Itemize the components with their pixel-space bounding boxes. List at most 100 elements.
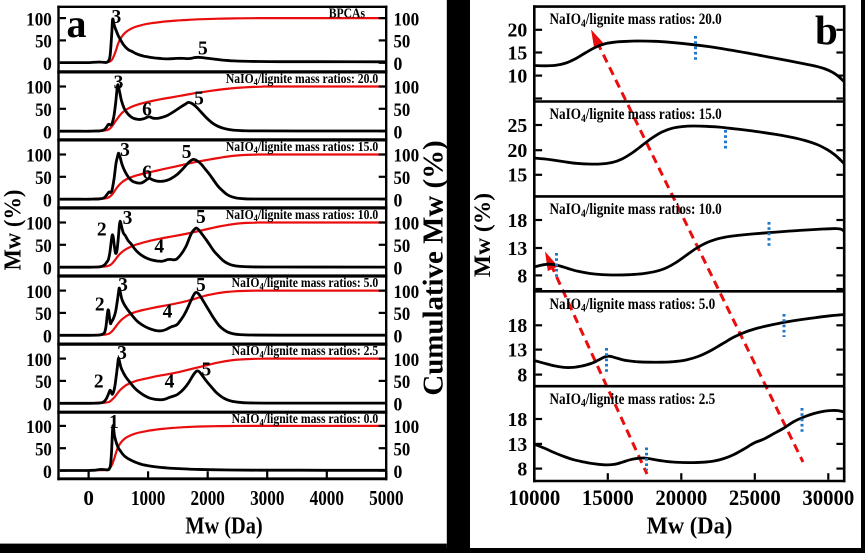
svg-text:0: 0 <box>394 54 403 75</box>
svg-text:30000: 30000 <box>802 485 854 510</box>
svg-text:0: 0 <box>43 461 52 482</box>
svg-text:0: 0 <box>394 122 403 143</box>
svg-text:0: 0 <box>43 122 52 143</box>
svg-text:100: 100 <box>394 145 420 166</box>
svg-text:0: 0 <box>394 258 403 279</box>
svg-text:NaIO4/lignite mass ratios: 15.: NaIO4/lignite mass ratios: 15.0 <box>550 106 722 125</box>
svg-text:3: 3 <box>118 275 128 296</box>
svg-text:4000: 4000 <box>310 487 344 510</box>
svg-text:3: 3 <box>114 73 124 94</box>
svg-text:50: 50 <box>35 303 52 324</box>
svg-text:NaIO4/lignite mass ratios: 5.0: NaIO4/lignite mass ratios: 5.0 <box>232 275 379 291</box>
svg-text:5: 5 <box>196 207 206 228</box>
svg-text:3: 3 <box>117 343 127 364</box>
svg-text:0: 0 <box>43 190 52 211</box>
svg-text:4: 4 <box>165 372 175 393</box>
svg-text:100: 100 <box>394 213 420 234</box>
svg-text:50: 50 <box>35 167 52 188</box>
svg-text:3: 3 <box>112 7 122 28</box>
svg-text:3: 3 <box>123 208 133 229</box>
svg-text:0: 0 <box>394 190 403 211</box>
svg-text:100: 100 <box>26 9 52 30</box>
svg-text:0: 0 <box>43 258 52 279</box>
svg-text:5000: 5000 <box>369 487 403 510</box>
svg-text:20: 20 <box>508 140 528 162</box>
svg-text:0: 0 <box>83 486 94 510</box>
svg-text:10: 10 <box>508 65 528 87</box>
svg-text:5: 5 <box>202 359 212 380</box>
svg-text:a: a <box>67 1 87 46</box>
svg-text:100: 100 <box>394 9 420 30</box>
svg-text:20000: 20000 <box>655 485 707 510</box>
svg-text:15: 15 <box>508 42 528 64</box>
svg-text:5: 5 <box>196 275 206 296</box>
svg-text:50: 50 <box>35 99 52 120</box>
svg-text:Mw (Da): Mw (Da) <box>647 512 733 539</box>
svg-text:8: 8 <box>517 265 527 287</box>
svg-text:NaIO4/lignite mass ratios: 10.: NaIO4/lignite mass ratios: 10.0 <box>550 201 722 220</box>
svg-text:NaIO4/lignite mass ratios: 10.: NaIO4/lignite mass ratios: 10.0 <box>226 207 378 223</box>
svg-text:3000: 3000 <box>250 487 284 510</box>
svg-text:8: 8 <box>517 458 527 480</box>
svg-text:18: 18 <box>508 409 528 431</box>
svg-text:NaIO4/lignite mass ratios: 2.5: NaIO4/lignite mass ratios: 2.5 <box>550 391 716 410</box>
svg-text:NaIO4/lignite mass ratios: 15.: NaIO4/lignite mass ratios: 15.0 <box>226 139 378 155</box>
svg-text:100: 100 <box>394 416 420 437</box>
svg-text:8: 8 <box>517 364 527 386</box>
svg-text:50: 50 <box>394 31 411 52</box>
svg-text:100: 100 <box>394 349 420 370</box>
svg-text:BPCAs: BPCAs <box>329 6 365 21</box>
svg-text:0: 0 <box>43 54 52 75</box>
svg-text:15: 15 <box>508 165 528 187</box>
svg-text:50: 50 <box>35 235 52 256</box>
svg-text:0: 0 <box>394 394 403 415</box>
svg-text:Mw (%): Mw (%) <box>0 190 27 271</box>
svg-text:3: 3 <box>120 140 130 161</box>
svg-text:13: 13 <box>508 238 528 260</box>
svg-text:2: 2 <box>94 372 104 393</box>
svg-text:13: 13 <box>508 434 528 456</box>
svg-text:100: 100 <box>26 349 52 370</box>
svg-text:NaIO4/lignite mass ratios: 5.0: NaIO4/lignite mass ratios: 5.0 <box>550 296 716 315</box>
svg-text:18: 18 <box>508 315 528 337</box>
svg-text:50: 50 <box>394 371 411 392</box>
svg-text:NaIO4/lignite mass ratios: 20.: NaIO4/lignite mass ratios: 20.0 <box>550 11 722 30</box>
svg-text:50: 50 <box>35 31 52 52</box>
svg-text:100: 100 <box>26 213 52 234</box>
svg-text:0: 0 <box>394 326 403 347</box>
svg-text:2000: 2000 <box>191 487 225 510</box>
svg-text:100: 100 <box>394 77 420 98</box>
svg-text:100: 100 <box>26 281 52 302</box>
svg-text:Mw (Da): Mw (Da) <box>185 512 262 539</box>
svg-text:NaIO4/lignite mass ratios: 20.: NaIO4/lignite mass ratios: 20.0 <box>226 71 378 87</box>
svg-text:100: 100 <box>394 281 420 302</box>
svg-text:0: 0 <box>43 394 52 415</box>
svg-text:10000: 10000 <box>508 485 560 510</box>
svg-text:Mw (%): Mw (%) <box>470 193 496 277</box>
svg-text:5: 5 <box>182 142 192 163</box>
svg-text:6: 6 <box>142 163 152 184</box>
svg-text:100: 100 <box>26 416 52 437</box>
svg-text:15000: 15000 <box>582 485 634 510</box>
svg-text:50: 50 <box>394 167 411 188</box>
svg-text:4: 4 <box>163 302 173 323</box>
svg-text:50: 50 <box>394 99 411 120</box>
svg-text:5: 5 <box>194 88 204 109</box>
svg-text:0: 0 <box>394 461 403 482</box>
svg-text:b: b <box>815 7 838 53</box>
svg-text:50: 50 <box>394 235 411 256</box>
svg-text:2: 2 <box>97 219 107 240</box>
svg-text:25: 25 <box>508 115 528 137</box>
svg-text:0: 0 <box>43 326 52 347</box>
svg-text:5: 5 <box>198 39 208 60</box>
svg-text:NaIO4/lignite mass ratios: 0.0: NaIO4/lignite mass ratios: 0.0 <box>232 411 379 427</box>
svg-text:50: 50 <box>35 371 52 392</box>
svg-text:50: 50 <box>35 439 52 460</box>
svg-text:18: 18 <box>508 210 528 232</box>
svg-text:Cumulative Mw (%): Cumulative Mw (%) <box>419 140 449 395</box>
svg-text:4: 4 <box>154 237 164 258</box>
svg-text:1: 1 <box>109 412 119 433</box>
svg-text:50: 50 <box>394 303 411 324</box>
svg-text:100: 100 <box>26 145 52 166</box>
svg-text:13: 13 <box>508 339 528 361</box>
